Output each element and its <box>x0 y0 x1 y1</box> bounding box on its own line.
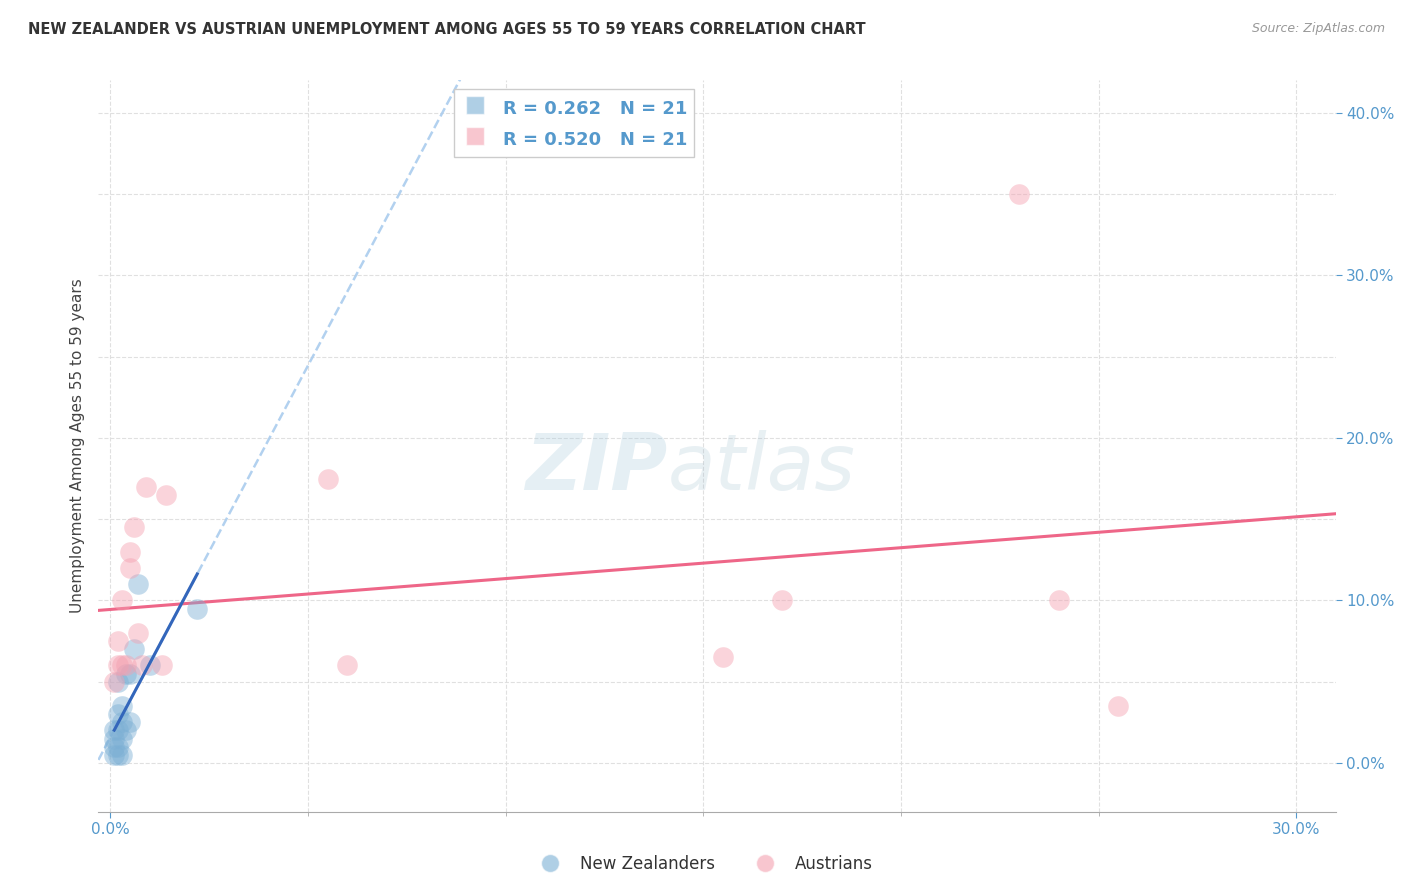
Y-axis label: Unemployment Among Ages 55 to 59 years: Unemployment Among Ages 55 to 59 years <box>69 278 84 614</box>
Point <box>103 723 125 738</box>
Point <box>118 715 141 730</box>
Point <box>107 739 129 754</box>
Point <box>186 601 208 615</box>
Point <box>336 658 359 673</box>
Text: ZIP: ZIP <box>526 430 668 506</box>
Point <box>111 699 134 714</box>
Point <box>1107 699 1129 714</box>
Point <box>107 747 129 762</box>
Point <box>111 593 134 607</box>
Point <box>316 471 339 485</box>
Point <box>111 715 134 730</box>
Point <box>155 488 177 502</box>
Point <box>122 642 145 657</box>
Text: Source: ZipAtlas.com: Source: ZipAtlas.com <box>1251 22 1385 36</box>
Point <box>118 666 141 681</box>
Legend: R = 0.262   N = 21, R = 0.520   N = 21: R = 0.262 N = 21, R = 0.520 N = 21 <box>454 89 695 157</box>
Point <box>107 707 129 722</box>
Point <box>122 520 145 534</box>
Point <box>107 674 129 689</box>
Point <box>118 544 141 558</box>
Point <box>127 577 149 591</box>
Point <box>107 658 129 673</box>
Point <box>103 674 125 689</box>
Point <box>127 626 149 640</box>
Point <box>1047 593 1070 607</box>
Text: atlas: atlas <box>668 430 855 506</box>
Point <box>111 731 134 746</box>
Point <box>770 593 793 607</box>
Point <box>135 480 157 494</box>
Point <box>103 747 125 762</box>
Point <box>711 650 734 665</box>
Point <box>118 561 141 575</box>
Point <box>103 731 125 746</box>
Point <box>131 658 153 673</box>
Point <box>1008 187 1031 202</box>
Point <box>111 747 134 762</box>
Point <box>107 634 129 648</box>
Point <box>150 658 173 673</box>
Point <box>107 723 129 738</box>
Legend: New Zealanders, Austrians: New Zealanders, Austrians <box>526 848 880 880</box>
Point <box>111 658 134 673</box>
Point <box>115 723 138 738</box>
Point <box>115 658 138 673</box>
Point <box>115 666 138 681</box>
Text: NEW ZEALANDER VS AUSTRIAN UNEMPLOYMENT AMONG AGES 55 TO 59 YEARS CORRELATION CHA: NEW ZEALANDER VS AUSTRIAN UNEMPLOYMENT A… <box>28 22 866 37</box>
Point <box>139 658 162 673</box>
Point <box>103 739 125 754</box>
